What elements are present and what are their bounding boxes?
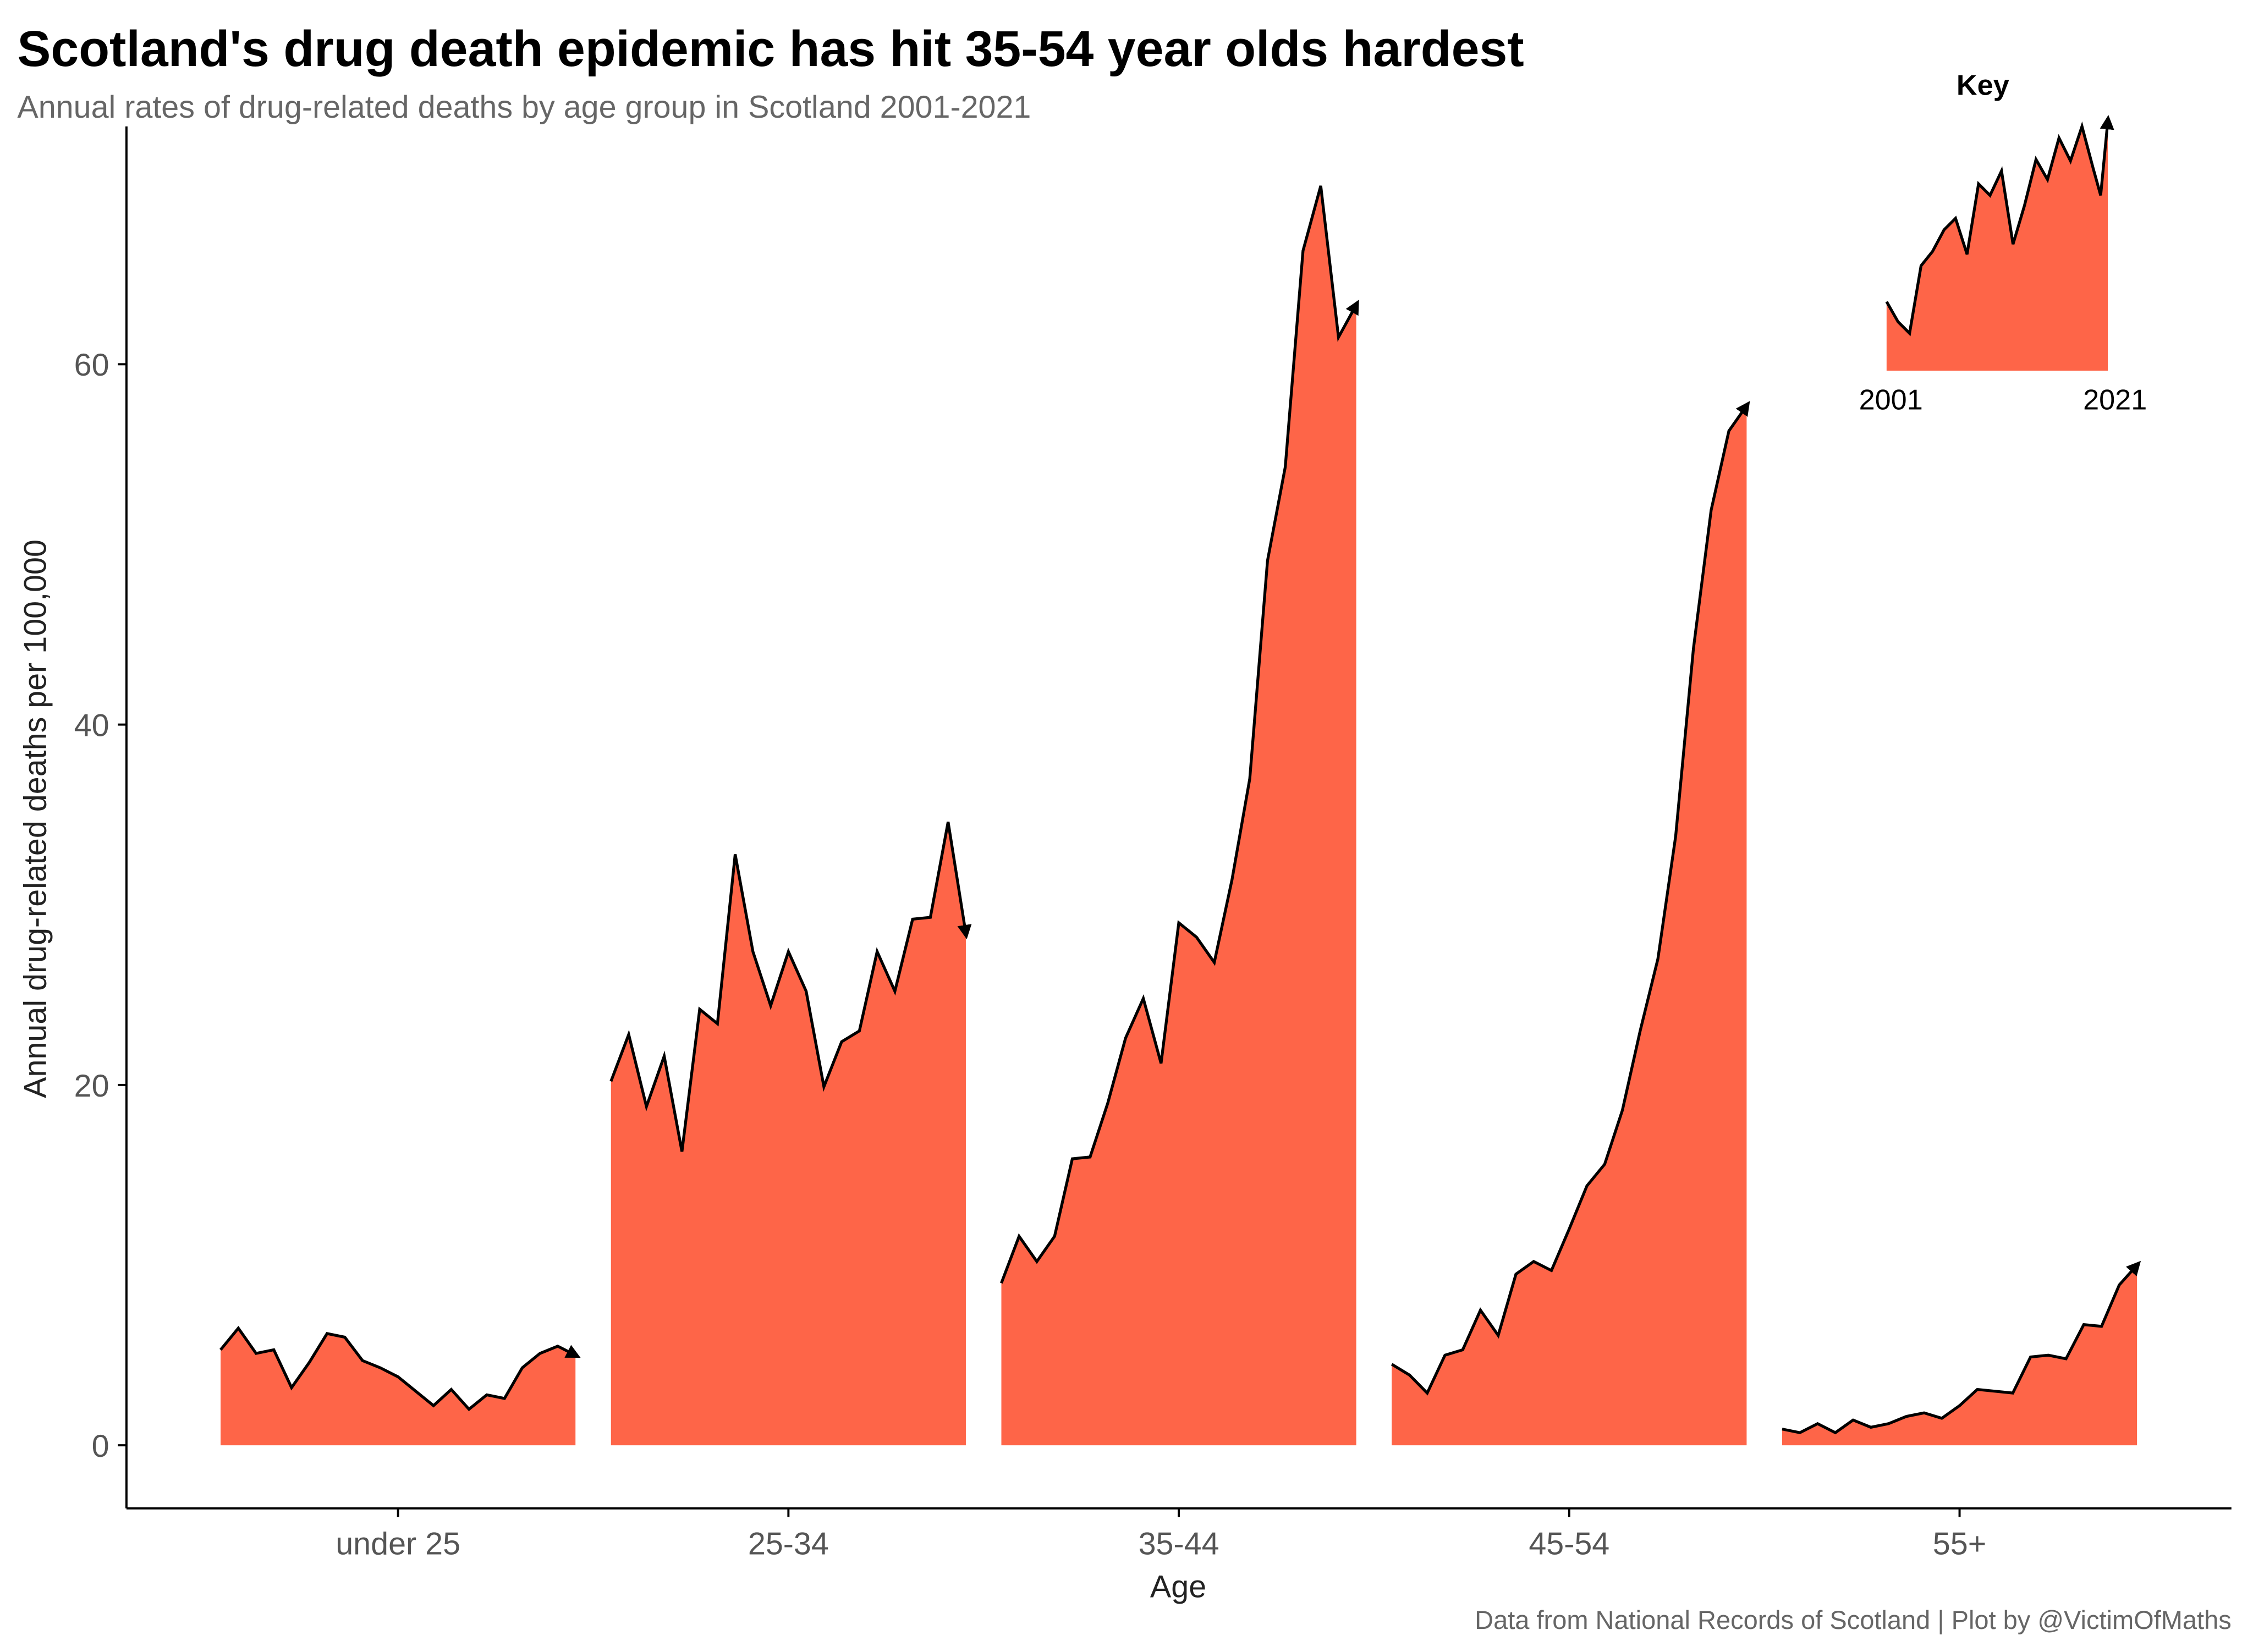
line [1000, 185, 1359, 1284]
area [1001, 185, 1356, 1446]
area [1782, 1265, 2137, 1446]
line [1391, 401, 1750, 1396]
y-tick-label: 0 [92, 1429, 109, 1464]
key-title: Key [1957, 69, 2009, 101]
y-axis-label: Annual drug-related deaths per 100,000 [18, 539, 53, 1098]
x-axis-label: Age [1150, 1570, 1206, 1605]
x-tick-label: 25-34 [748, 1526, 829, 1561]
key-area [1886, 120, 2108, 371]
key-start: 2001 [1859, 384, 1923, 416]
x-tick-label: 35-44 [1139, 1526, 1219, 1561]
x-tick-label: under 25 [336, 1526, 460, 1561]
caption: Data from National Records of Scotland |… [1475, 1605, 2232, 1634]
key-line [1885, 115, 2114, 337]
area [221, 1328, 576, 1446]
area [1392, 405, 1747, 1446]
area [611, 822, 966, 1446]
key: Key 2001 2021 [1859, 69, 2147, 416]
line [1782, 1260, 2141, 1435]
x-tick-label: 45-54 [1529, 1526, 1609, 1561]
y-tick-label: 60 [74, 348, 109, 383]
chart-title: Scotland's drug death epidemic has hit 3… [17, 21, 1524, 77]
line [609, 822, 972, 1152]
y-tick-label: 40 [74, 708, 109, 743]
y-tick-label: 20 [74, 1069, 109, 1104]
chart-subtitle: Annual rates of drug-related deaths by a… [17, 90, 1031, 125]
x-tick-label: 55+ [1933, 1526, 1986, 1561]
key-end: 2021 [2083, 384, 2147, 416]
line [219, 1325, 581, 1412]
